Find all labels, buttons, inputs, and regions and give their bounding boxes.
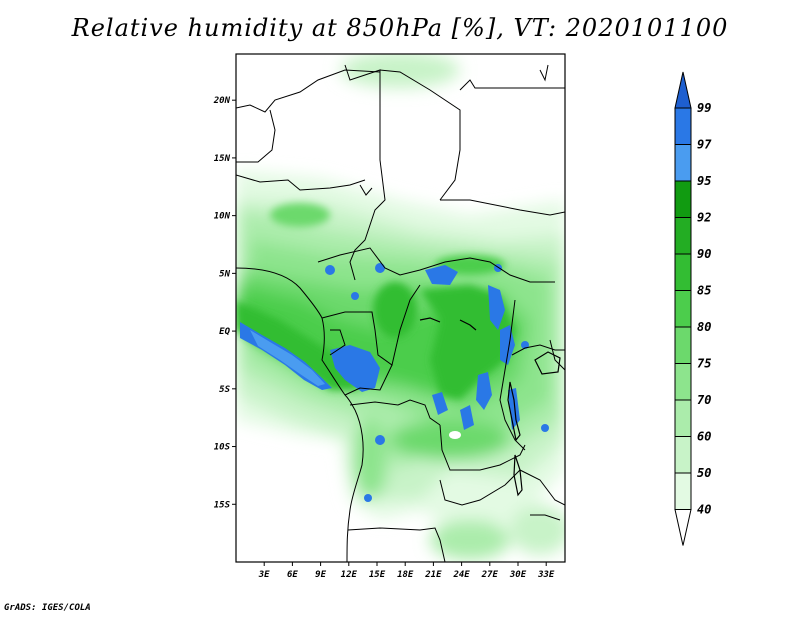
colorbar-top-arrow [674, 71, 692, 109]
lon-tick-label: 24E [452, 570, 470, 580]
colorbar-label: 40 [697, 503, 711, 517]
colorbar-label: 80 [697, 320, 711, 334]
colorbar-label: 99 [697, 101, 711, 115]
lon-tick-label: 12E [341, 570, 358, 580]
colorbar-segment [674, 253, 692, 291]
colorbar-label: 50 [697, 466, 711, 480]
lon-tick-label: 33E [537, 570, 555, 580]
colorbar-label: 75 [697, 357, 711, 371]
lon-tick-label: 21E [424, 570, 442, 580]
lat-tick-label: 10N [214, 212, 231, 222]
lat-tick-label: 15S [214, 500, 231, 510]
lon-tick-label: 18E [397, 570, 414, 580]
map-frame [235, 53, 566, 563]
lakes [419, 317, 561, 497]
lon-tick-label: 6E [287, 570, 298, 580]
colorbar-segment [674, 217, 692, 255]
lon-tick-label: 27E [481, 570, 499, 580]
colorbar-label: 70 [697, 393, 711, 407]
lat-tick-label: 20N [213, 96, 231, 106]
lat-tick-label: EQ [219, 327, 230, 337]
colorbar-segment [674, 326, 692, 364]
colorbar-label: 85 [697, 284, 711, 298]
colorbar-segment [674, 290, 692, 328]
colorbar-label: 95 [697, 174, 711, 188]
lat-tick-label: 15N [214, 154, 231, 164]
humidity-field [236, 54, 565, 562]
colorbar-segment [674, 399, 692, 437]
colorbar-label: 90 [697, 247, 711, 261]
map-title: Relative humidity at 850hPa [%], VT: 202… [71, 14, 729, 42]
lon-tick-label: 9E [315, 570, 326, 580]
colorbar-segment [674, 144, 692, 182]
color-legend: 99 97 95 92 90 85 80 75 70 60 50 40 [674, 71, 712, 546]
colorbar-segment [674, 363, 692, 401]
lon-tick-label: 3E [258, 570, 270, 580]
lon-tick-label: 30E [509, 570, 527, 580]
colorbar-label: 97 [697, 138, 712, 152]
lon-tick-label: 15E [369, 570, 386, 580]
country-borders [236, 64, 565, 562]
colorbar-segment [674, 107, 692, 145]
latitude-axis: 20N 15N 10N 5N EQ 5S 10S 15S [213, 96, 236, 510]
colorbar-bottom-arrow [674, 509, 692, 546]
lat-tick-label: 5N [219, 269, 230, 279]
colorbar-label: 92 [697, 211, 711, 225]
longitude-axis: 3E 6E 9E 12E 15E 18E 21E 24E 27E 30E 33E [258, 562, 555, 580]
lat-tick-label: 5S [219, 385, 230, 395]
colorbar-label: 60 [697, 430, 711, 444]
colorbar-segment [674, 180, 692, 218]
credit-label: GrADS: IGES/COLA [4, 603, 91, 613]
lat-tick-label: 10S [214, 443, 231, 453]
colorbar-segment [674, 472, 692, 510]
colorbar-segment [674, 436, 692, 474]
